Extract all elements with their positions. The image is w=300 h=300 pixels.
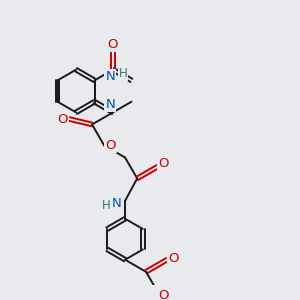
Text: H: H <box>118 67 127 80</box>
Text: N: N <box>105 98 115 111</box>
Text: O: O <box>108 38 118 51</box>
Text: H: H <box>102 199 111 212</box>
Text: O: O <box>105 139 116 152</box>
Text: N: N <box>105 70 115 83</box>
Text: O: O <box>159 289 169 300</box>
Text: O: O <box>57 112 68 125</box>
Text: O: O <box>168 252 178 265</box>
Text: N: N <box>112 196 122 210</box>
Text: O: O <box>159 157 169 170</box>
